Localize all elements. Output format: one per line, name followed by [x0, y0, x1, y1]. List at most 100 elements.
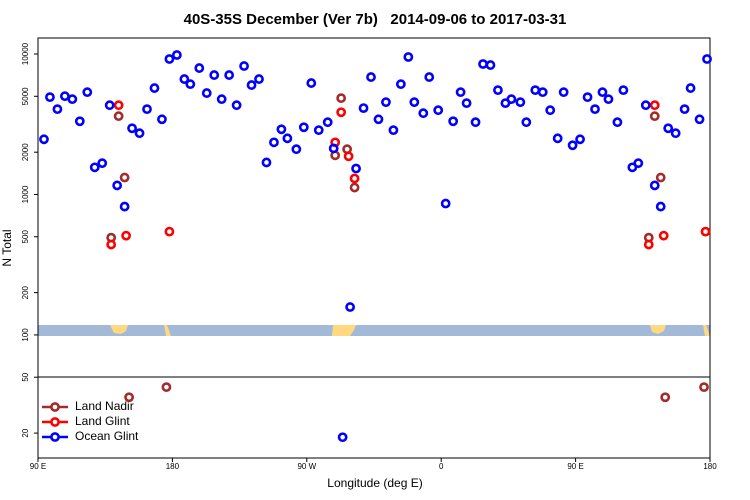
point: [164, 226, 175, 237]
point: [185, 79, 196, 90]
point: [409, 97, 420, 108]
point: [291, 144, 302, 155]
y-tick-label: 500: [21, 230, 30, 244]
point: [134, 128, 145, 139]
legend-label: Land Nadir: [75, 399, 134, 413]
plot-frame: [37, 37, 711, 459]
point: [537, 87, 548, 98]
point: [493, 85, 503, 96]
point: [545, 105, 556, 116]
point: [119, 201, 130, 212]
point: [515, 97, 526, 108]
point: [679, 104, 690, 115]
point: [470, 117, 481, 128]
point: [381, 97, 391, 108]
point: [171, 50, 182, 60]
point: [633, 158, 644, 169]
point: [349, 173, 360, 184]
point: [433, 105, 444, 116]
point: [655, 201, 666, 212]
point: [89, 162, 100, 173]
point: [161, 382, 172, 393]
point: [424, 72, 435, 82]
point: [597, 87, 608, 98]
point: [663, 123, 674, 134]
x-tick-label: 90 E: [30, 462, 46, 471]
point: [395, 79, 406, 90]
point: [112, 180, 123, 191]
point: [127, 123, 137, 134]
point: [282, 133, 293, 144]
x-tick-label: 0: [439, 462, 444, 471]
legend-marker: [50, 417, 60, 427]
legend-marker: [50, 432, 60, 442]
point: [298, 122, 309, 133]
y-tick-label: 20: [21, 428, 30, 437]
point: [224, 70, 235, 80]
point: [322, 117, 333, 128]
point: [349, 182, 360, 193]
y-tick-label: 1000: [21, 185, 30, 203]
land: [332, 325, 356, 336]
point: [194, 63, 205, 73]
point: [328, 143, 339, 154]
point: [649, 111, 660, 122]
point: [209, 70, 220, 80]
point: [113, 111, 124, 122]
point: [700, 226, 711, 237]
point: [702, 54, 712, 64]
point: [699, 382, 709, 393]
y-tick-label: 50: [21, 372, 30, 381]
point: [440, 198, 451, 209]
point: [612, 117, 623, 128]
point: [124, 392, 134, 403]
y-tick-label: 200: [21, 285, 30, 299]
point: [306, 78, 317, 88]
legend-label: Ocean Glint: [75, 429, 139, 443]
point: [506, 94, 517, 105]
point: [121, 230, 132, 241]
point: [575, 134, 585, 145]
point: [113, 100, 124, 111]
point: [231, 100, 242, 111]
point: [246, 80, 257, 90]
point: [343, 151, 354, 162]
point: [685, 83, 696, 93]
point: [82, 87, 93, 98]
point: [643, 239, 654, 250]
point: [649, 180, 660, 191]
legend-marker: [50, 402, 60, 412]
y-tick-label: 10000: [21, 42, 30, 65]
point: [618, 85, 629, 96]
point: [276, 124, 287, 135]
point: [337, 432, 348, 443]
point: [336, 93, 347, 104]
point: [336, 107, 347, 118]
point: [582, 92, 593, 103]
point: [448, 116, 459, 127]
x-tick-label: 90 E: [567, 462, 583, 471]
point: [104, 100, 115, 111]
legend-label: Land Glint: [75, 414, 130, 428]
point: [567, 140, 578, 151]
point: [239, 61, 249, 71]
point: [119, 172, 130, 183]
point: [670, 128, 681, 139]
point: [649, 100, 660, 111]
series: [39, 50, 712, 443]
series: [106, 93, 709, 403]
x-axis-label: Longitude (deg E): [327, 476, 422, 490]
point: [655, 172, 666, 183]
land: [110, 325, 128, 334]
land: [703, 325, 710, 336]
point: [45, 92, 55, 103]
point: [179, 74, 190, 84]
point: [373, 114, 384, 125]
y-axis-label: N Total: [0, 229, 14, 266]
point: [552, 133, 563, 144]
point: [164, 54, 175, 64]
point: [388, 125, 399, 136]
point: [269, 137, 279, 148]
